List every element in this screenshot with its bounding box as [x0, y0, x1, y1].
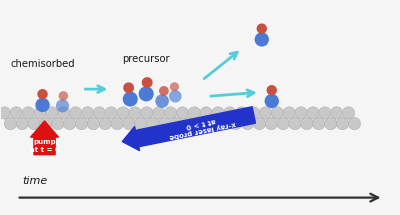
Circle shape	[141, 107, 153, 119]
Circle shape	[330, 107, 343, 119]
Circle shape	[253, 117, 266, 130]
Circle shape	[212, 107, 224, 119]
Circle shape	[242, 117, 254, 130]
Circle shape	[58, 107, 70, 119]
Circle shape	[123, 117, 135, 130]
Circle shape	[271, 107, 284, 119]
Circle shape	[87, 117, 100, 130]
Circle shape	[58, 91, 68, 101]
Circle shape	[142, 77, 153, 88]
Circle shape	[93, 107, 106, 119]
Circle shape	[152, 107, 165, 119]
Circle shape	[16, 117, 28, 130]
Circle shape	[200, 107, 212, 119]
Circle shape	[146, 117, 159, 130]
Circle shape	[224, 107, 236, 119]
Circle shape	[342, 107, 355, 119]
Circle shape	[301, 117, 313, 130]
Circle shape	[324, 117, 337, 130]
FancyArrow shape	[122, 107, 256, 151]
Circle shape	[236, 107, 248, 119]
Circle shape	[4, 117, 16, 130]
Circle shape	[81, 107, 94, 119]
Text: precursor: precursor	[122, 54, 170, 64]
Circle shape	[155, 94, 169, 108]
Circle shape	[129, 107, 141, 119]
Circle shape	[0, 107, 11, 119]
Circle shape	[248, 107, 260, 119]
Circle shape	[188, 107, 200, 119]
Circle shape	[289, 117, 301, 130]
Circle shape	[169, 90, 182, 103]
Circle shape	[265, 117, 278, 130]
Circle shape	[264, 94, 279, 108]
Circle shape	[64, 117, 76, 130]
Circle shape	[10, 107, 22, 119]
Circle shape	[34, 107, 46, 119]
Circle shape	[336, 117, 349, 130]
Circle shape	[218, 117, 230, 130]
Polygon shape	[30, 121, 58, 155]
Circle shape	[52, 117, 64, 130]
Circle shape	[123, 82, 134, 93]
Circle shape	[255, 32, 269, 47]
Circle shape	[230, 117, 242, 130]
Circle shape	[159, 86, 169, 96]
Circle shape	[123, 92, 138, 107]
Circle shape	[117, 107, 129, 119]
Circle shape	[111, 117, 123, 130]
Circle shape	[35, 98, 50, 112]
Circle shape	[46, 107, 58, 119]
Circle shape	[40, 117, 52, 130]
Circle shape	[194, 117, 206, 130]
Text: chemisorbed: chemisorbed	[10, 59, 75, 69]
Circle shape	[105, 107, 118, 119]
Circle shape	[22, 107, 34, 119]
Circle shape	[277, 117, 289, 130]
Circle shape	[56, 99, 69, 112]
Circle shape	[28, 117, 40, 130]
Circle shape	[307, 107, 319, 119]
Circle shape	[37, 89, 48, 99]
Circle shape	[259, 107, 272, 119]
Circle shape	[319, 107, 331, 119]
Circle shape	[257, 23, 267, 34]
Text: time: time	[23, 176, 48, 186]
Circle shape	[182, 117, 194, 130]
Circle shape	[206, 117, 218, 130]
Circle shape	[176, 107, 189, 119]
Circle shape	[70, 107, 82, 119]
Circle shape	[99, 117, 112, 130]
Circle shape	[170, 82, 179, 91]
Circle shape	[283, 107, 295, 119]
Circle shape	[313, 117, 325, 130]
Circle shape	[135, 117, 147, 130]
Circle shape	[266, 85, 277, 95]
Circle shape	[170, 117, 183, 130]
Circle shape	[75, 117, 88, 130]
Text: x-ray laser probe
at t > 0: x-ray laser probe at t > 0	[168, 113, 236, 140]
Circle shape	[348, 117, 360, 130]
Circle shape	[158, 117, 171, 130]
Text: pump
at t = 0: pump at t = 0	[30, 139, 60, 153]
Circle shape	[295, 107, 307, 119]
Circle shape	[164, 107, 177, 119]
Circle shape	[139, 86, 154, 101]
